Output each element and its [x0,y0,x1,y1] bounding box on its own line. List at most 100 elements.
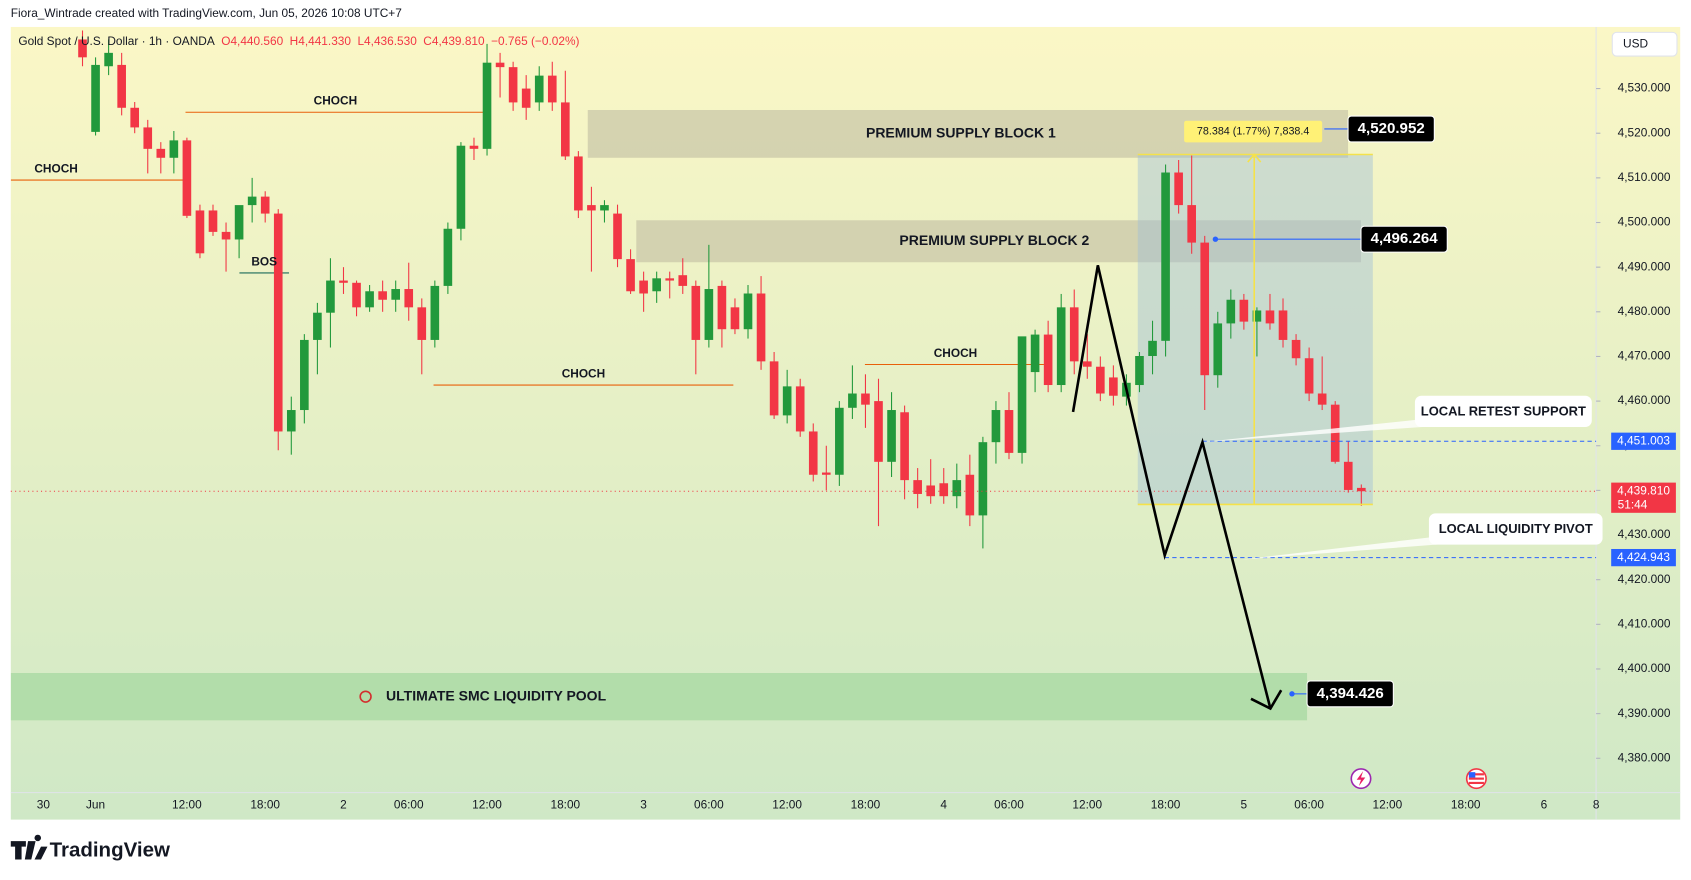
y-tick-label: 4,460.000 [1618,393,1671,407]
pool-icon [359,690,372,703]
candle-body [495,62,505,68]
x-tick-label: 06:00 [994,798,1024,812]
candle-body [887,410,896,462]
price-callout-label: 4,394.426 [1317,685,1384,702]
currency-box[interactable] [1611,31,1678,57]
candle-body [104,52,113,67]
projection-arrowhead [1250,689,1283,711]
axis-price-box [1611,432,1676,450]
candle-body [1239,299,1249,322]
candle-body [795,386,805,432]
candle-body [782,386,792,416]
candle-body [1030,334,1040,373]
price-callout-label: 4,520.952 [1358,120,1425,137]
y-tick-label: 4,430.000 [1618,527,1671,541]
close: C4,439.810 [423,34,485,48]
y-tick-label: 4,500.000 [1618,215,1671,229]
candle-body [1357,487,1366,492]
axis-price-label: 4,424.943 [1617,550,1670,564]
measure-label-box [1184,120,1323,143]
candle-body [704,289,714,340]
currency[interactable]: USD [1623,36,1648,50]
y-tick-label: 4,530.000 [1618,81,1671,95]
zone-label: PREMIUM SUPPLY BLOCK 2 [899,232,1089,248]
price-callout-box [1360,225,1448,253]
candle-body [1069,307,1079,362]
candle-body [300,339,309,411]
x-tick-label: 12:00 [1072,798,1102,812]
axis-price-box [1611,548,1676,567]
legend: Gold Spot / U.S. Dollar · 1h · OANDA O4,4… [18,34,579,48]
candle-body [991,410,1001,443]
zone [10,672,1308,721]
candle-body [534,75,544,103]
candle-body [978,442,988,516]
structure-label: CHOCH [34,161,77,175]
candle-body [443,228,453,286]
y-tick-label: 4,510.000 [1618,170,1671,184]
candle-body [469,145,479,149]
x-tick-label: 18:00 [250,798,280,812]
countdown: 51:44 [1618,497,1648,511]
candle-body [273,213,283,432]
change: −0.765 (−0.02%) [491,34,579,48]
x-tick-label: 12:00 [772,798,802,812]
candle-body [156,148,166,158]
callout-label: LOCAL LIQUIDITY PIVOT [1439,521,1593,536]
candle-body [665,278,675,281]
x-tick-label: 3 [640,798,647,812]
x-tick-label: 18:00 [1151,798,1181,812]
candle-body [1187,205,1196,243]
candle-body [600,205,609,211]
candle-body [1174,172,1183,206]
callout-pointer [1240,537,1451,560]
callout-label: LOCAL RETEST SUPPORT [1421,403,1586,418]
candle-body [456,145,466,229]
x-tick-label: Jun [86,798,105,812]
candle-body [1135,356,1144,386]
candle-body [691,285,701,340]
x-tick-label: 4 [940,798,947,812]
x-tick-label: 12:00 [472,798,502,812]
axis-price-label: 4,451.003 [1617,433,1670,447]
event-icon-bolt [1356,771,1366,787]
candle-body [221,231,231,240]
flag-canton [1468,772,1476,778]
structure-label: CHOCH [314,94,357,108]
candle-body [391,289,400,300]
candle-body [1343,461,1353,490]
candle-body [417,307,427,340]
candle-body [1291,339,1301,359]
x-tick-label: 5 [1241,798,1248,812]
projection-path [1071,265,1272,709]
candle-body [965,474,975,516]
candle-body [874,401,883,462]
x-tick-label: 06:00 [1294,798,1324,812]
callout-box [1428,513,1603,545]
structure-label: CHOCH [934,346,977,360]
x-tick-label: 18:00 [1451,798,1481,812]
candle-body [365,291,374,308]
y-tick-label: 4,480.000 [1618,304,1671,318]
candle-body [769,361,779,416]
candle-body [1226,299,1236,324]
y-tick-label: 4,490.000 [1618,259,1671,273]
candle-body [195,210,205,254]
x-tick-label: 6 [1541,798,1548,812]
candle-body [430,285,440,340]
open: O4,440.560 [221,34,283,48]
y-tick-label: 4,380.000 [1618,750,1671,764]
candle-body [730,307,740,330]
candle-body [234,205,244,240]
candle-body [182,140,192,216]
candle-body [1109,377,1118,396]
x-tick-label: 06:00 [394,798,424,812]
x-tick-label: 8 [1593,798,1600,812]
candle-body [482,62,492,149]
candle-body [1161,172,1170,341]
candle-body [743,293,753,330]
symbol: Gold Spot / U.S. Dollar · 1h · OANDA [18,34,214,48]
candle-body [1278,310,1288,340]
